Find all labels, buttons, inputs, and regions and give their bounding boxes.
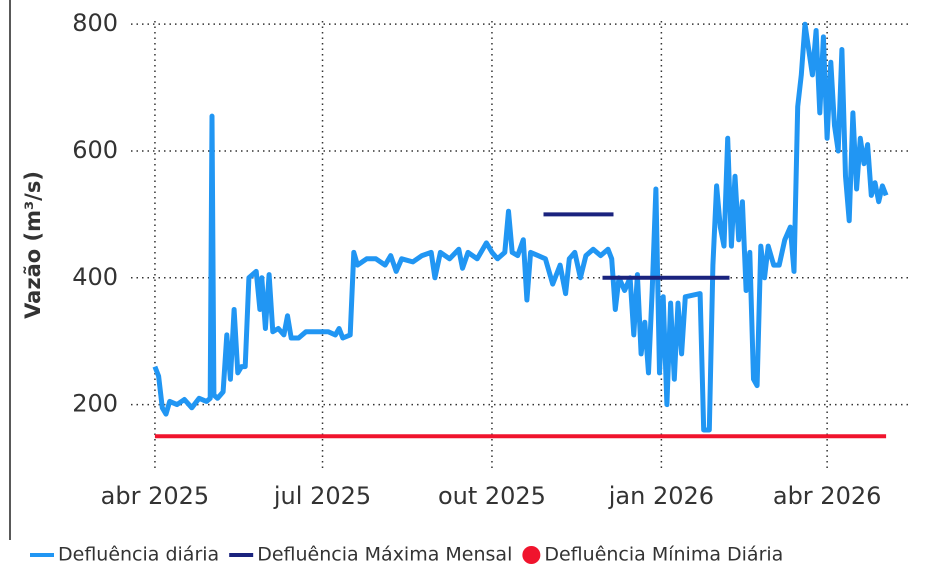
- series-line: [543, 212, 730, 280]
- y-tick-label: 600: [72, 136, 118, 164]
- legend-label: Defluência diária: [58, 544, 219, 566]
- y-tick-label: 800: [72, 9, 118, 37]
- series-line: [152, 21, 889, 433]
- y-tick-label: 400: [72, 263, 118, 291]
- y-tick-label: 200: [72, 390, 118, 418]
- x-tick-label: jul 2025: [273, 482, 371, 510]
- legend-item: Defluência Mínima Diária: [522, 544, 783, 566]
- x-tick-label: jan 2026: [608, 482, 714, 510]
- x-tick-label: abr 2025: [101, 482, 210, 510]
- legend-marker: [522, 546, 541, 564]
- x-tick-label: out 2025: [438, 482, 546, 510]
- legend-label: Defluência Máxima Mensal: [257, 544, 512, 566]
- legend-label: Defluência Mínima Diária: [544, 544, 783, 566]
- legend-item: Defluência Máxima Mensal: [229, 544, 512, 566]
- y-axis-label: Vazão (m³/s): [21, 171, 45, 319]
- legend-item: Defluência diária: [30, 544, 219, 566]
- x-tick-label: abr 2026: [773, 482, 882, 510]
